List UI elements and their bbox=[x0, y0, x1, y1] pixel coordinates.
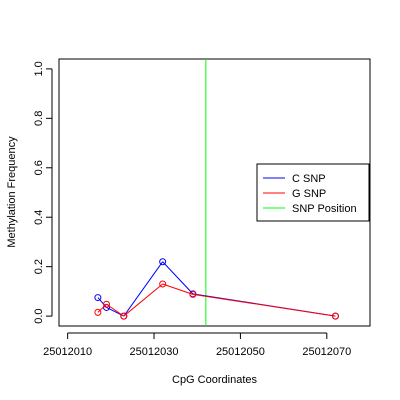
c-snp-point bbox=[94, 294, 102, 302]
y-tick-label: 0.8 bbox=[33, 111, 45, 126]
g-snp-point bbox=[159, 280, 167, 288]
y-tick-label: 0.2 bbox=[33, 259, 45, 274]
legend-label-snp-position: SNP Position bbox=[292, 203, 357, 215]
y-tick-label: 0.6 bbox=[33, 160, 45, 175]
g-snp-segment bbox=[123, 283, 163, 317]
y-tick-label: 1.0 bbox=[33, 61, 45, 76]
x-tick-label: 25012050 bbox=[216, 346, 265, 358]
legend: C SNP G SNP SNP Position bbox=[256, 163, 370, 222]
axis-layer: 25012010 25012030 25012050 25012070 0.0 0.2 0.… bbox=[33, 61, 351, 358]
legend-label-g-snp: G SNP bbox=[292, 188, 326, 200]
g-snp-segment bbox=[192, 293, 336, 317]
c-snp-segment bbox=[162, 261, 194, 295]
x-axis-label: CpG Coordinates bbox=[172, 374, 257, 386]
g-snp-point bbox=[189, 290, 197, 298]
g-snp-point bbox=[94, 308, 102, 316]
y-tick-label: 0.0 bbox=[33, 308, 45, 323]
legend-label-c-snp: C SNP bbox=[292, 173, 326, 185]
y-axis-label: Methylation Frequency bbox=[6, 136, 18, 248]
g-snp-segment bbox=[97, 303, 107, 313]
c-snp-segment bbox=[123, 261, 164, 317]
g-snp-point bbox=[120, 312, 128, 320]
g-snp-point bbox=[103, 300, 111, 308]
x-tick-label: 25012010 bbox=[43, 346, 92, 358]
c-snp-point bbox=[159, 258, 167, 266]
g-snp-segment bbox=[162, 283, 194, 295]
g-snp-point bbox=[331, 312, 339, 320]
series-layer bbox=[94, 59, 339, 326]
y-tick-label: 0.4 bbox=[33, 210, 45, 225]
x-tick-label: 25012030 bbox=[130, 346, 179, 358]
plot-frame bbox=[58, 58, 371, 327]
x-tick-label: 25012070 bbox=[302, 346, 351, 358]
